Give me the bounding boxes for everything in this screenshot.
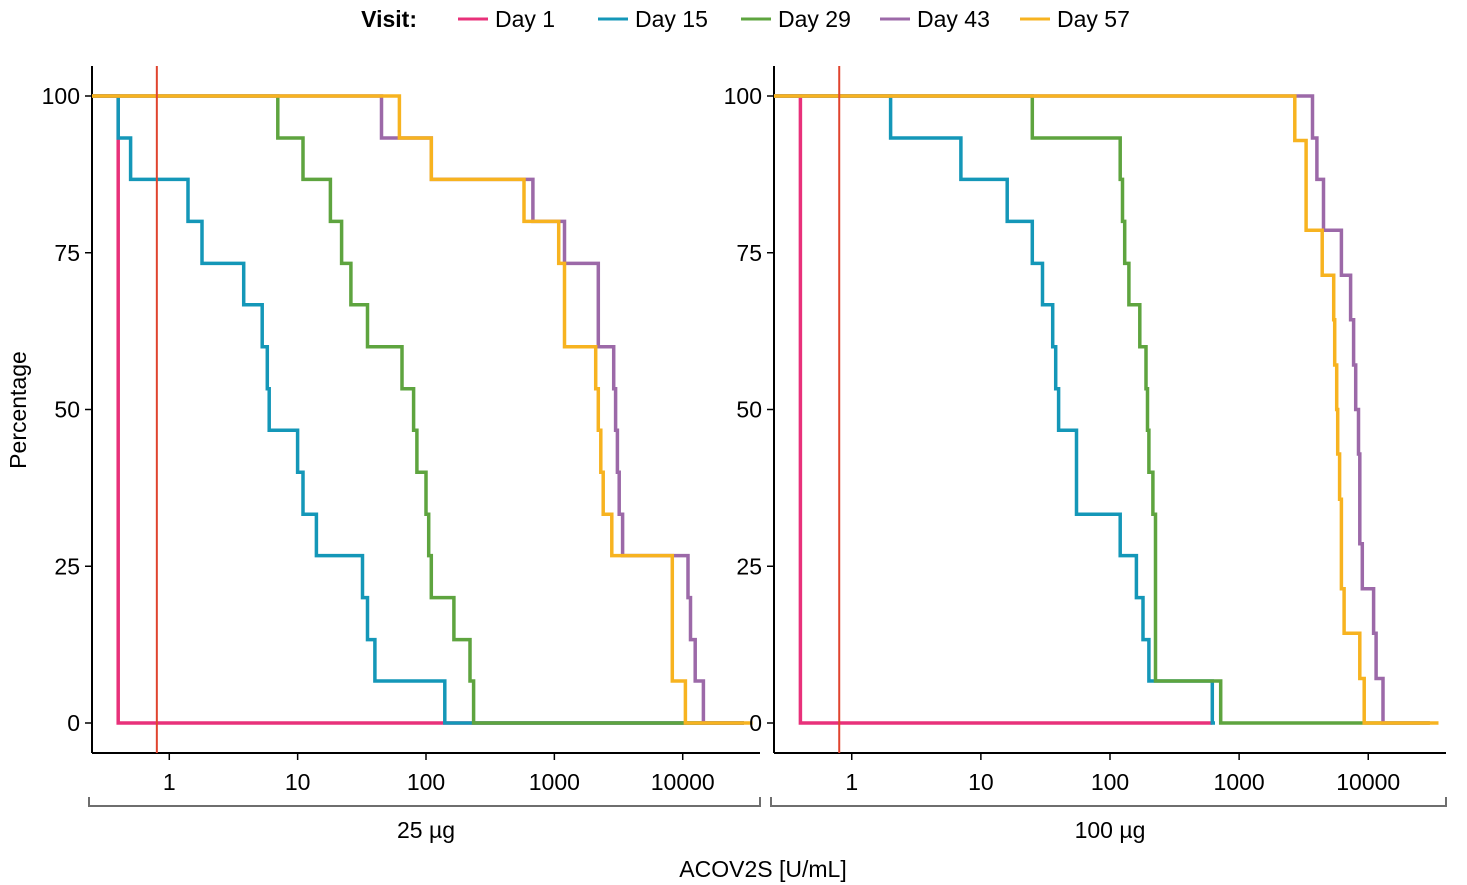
facet-label: 100 µg: [1075, 817, 1146, 843]
y-tick-label: 75: [54, 240, 80, 266]
series-line-day-43: [92, 94, 744, 725]
series-line-day-1: [92, 94, 744, 725]
x-tick-label: 1000: [1214, 769, 1265, 795]
legend: Visit: Day 1 Day 15 Day 29 Day 43 Day 57: [361, 6, 1130, 32]
x-tick-label: 10000: [1336, 769, 1400, 795]
x-tick-label: 1000: [529, 769, 580, 795]
facet-bracket: [88, 797, 761, 807]
y-tick-label: 0: [67, 710, 80, 736]
y-tick-label: 0: [749, 710, 762, 736]
series-line-day-43: [774, 94, 1430, 725]
series-line-day-29: [774, 94, 1430, 725]
series-line-day-57: [774, 94, 1439, 725]
y-tick-label: 75: [736, 240, 762, 266]
y-tick-label: 100: [42, 83, 80, 109]
legend-label-day-1: Day 1: [495, 6, 555, 32]
legend-label-day-15: Day 15: [635, 6, 708, 32]
facet-bracket: [770, 797, 1447, 807]
series-line-day-29: [92, 94, 744, 725]
series-line-day-57: [92, 94, 753, 725]
legend-title: Visit:: [361, 6, 417, 32]
x-axis-title: ACOV2S [U/mL]: [679, 856, 846, 882]
y-tick-label: 25: [54, 553, 80, 579]
x-tick-label: 10: [285, 769, 311, 795]
legend-label-day-29: Day 29: [778, 6, 851, 32]
series-line-day-15: [774, 94, 1215, 725]
x-tick-label: 1: [845, 769, 858, 795]
y-tick-label: 100: [724, 83, 762, 109]
y-tick-label: 50: [736, 397, 762, 423]
x-tick-label: 100: [407, 769, 445, 795]
facet-label: 25 µg: [397, 817, 455, 843]
x-tick-label: 10: [968, 769, 994, 795]
y-tick-label: 50: [54, 397, 80, 423]
x-tick-label: 100: [1091, 769, 1129, 795]
x-tick-label: 10000: [651, 769, 715, 795]
x-tick-label: 1: [163, 769, 176, 795]
y-axis-title: Percentage: [5, 351, 31, 469]
series-line-day-15: [92, 94, 744, 725]
y-tick-label: 25: [736, 553, 762, 579]
legend-label-day-43: Day 43: [917, 6, 990, 32]
panel-2: 1 10 100 1000 10000 0 25 50 75 100 100 µg: [724, 66, 1447, 843]
legend-label-day-57: Day 57: [1057, 6, 1130, 32]
